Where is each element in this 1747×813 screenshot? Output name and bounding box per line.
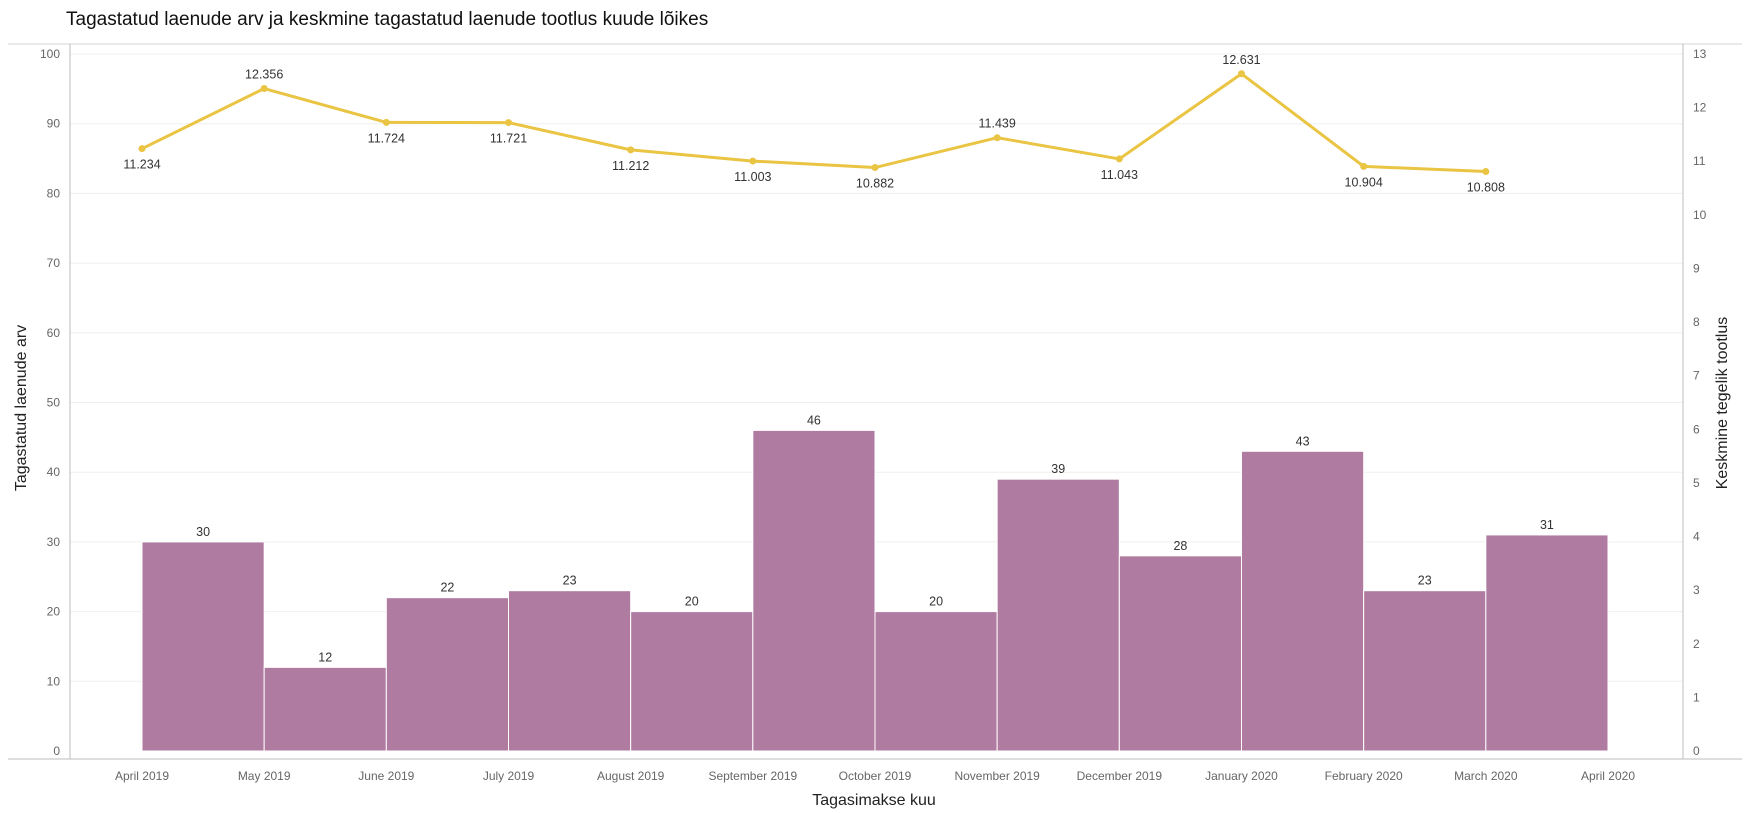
x-tick-label: April 2019 <box>115 769 169 783</box>
bar-data-label: 23 <box>1418 574 1432 588</box>
left-tick-label: 50 <box>47 396 61 410</box>
line-point <box>749 157 757 165</box>
line-point <box>1360 162 1368 170</box>
bar <box>874 611 998 752</box>
line-data-label: 11.724 <box>368 131 405 145</box>
chart-title: Tagastatud laenude arv ja keskmine tagas… <box>66 9 709 30</box>
x-tick-label: May 2019 <box>238 769 291 783</box>
bar <box>1485 534 1609 752</box>
line-data-label: 10.808 <box>1467 181 1505 195</box>
bar-data-label: 43 <box>1296 434 1310 448</box>
x-axis-title: Tagasimakse kuu <box>812 792 936 809</box>
line-point <box>1238 70 1245 78</box>
bar-data-label: 39 <box>1051 462 1065 476</box>
right-tick-label: 0 <box>1693 744 1700 758</box>
left-tick-label: 20 <box>47 605 61 619</box>
line-data-label: 11.043 <box>1101 168 1138 182</box>
left-tick-label: 70 <box>47 256 61 270</box>
bar <box>508 590 632 752</box>
left-tick-label: 80 <box>47 186 61 200</box>
line-data-label: 11.212 <box>612 159 649 173</box>
left-axis: 0 10 20 30 40 50 60 70 80 90 100 <box>40 47 60 758</box>
left-tick-label: 100 <box>40 47 60 61</box>
bar-data-label: 28 <box>1173 539 1187 553</box>
right-tick-label: 6 <box>1693 422 1700 436</box>
bar-data-label: 30 <box>196 525 210 539</box>
bar-data-label: 22 <box>440 581 454 595</box>
x-tick-label: March 2020 <box>1454 769 1518 783</box>
grid-lines <box>70 53 1683 682</box>
x-tick-label: August 2019 <box>597 769 665 783</box>
right-tick-label: 13 <box>1693 47 1707 61</box>
right-tick-label: 4 <box>1693 530 1700 544</box>
right-tick-label: 11 <box>1693 154 1706 168</box>
bar-data-label: 31 <box>1540 518 1554 532</box>
right-tick-label: 7 <box>1693 369 1700 383</box>
line-data-label: 12.356 <box>245 68 283 82</box>
bar <box>1241 450 1365 752</box>
x-tick-label: December 2019 <box>1077 769 1163 783</box>
line-data-label: 11.234 <box>123 158 160 172</box>
line-point <box>260 85 268 93</box>
line-path <box>141 72 1486 174</box>
right-tick-label: 1 <box>1693 690 1700 704</box>
right-tick-label: 9 <box>1693 261 1700 275</box>
right-tick-label: 5 <box>1693 476 1700 490</box>
right-axis-title: Keskmine tegelik tootlus <box>1714 317 1731 490</box>
line-point <box>138 145 146 153</box>
bar-data-label: 20 <box>929 595 943 609</box>
line-data-label: 11.439 <box>979 117 1016 131</box>
x-tick-label: September 2019 <box>708 769 797 783</box>
right-tick-label: 12 <box>1693 101 1707 115</box>
line-series: 11.234 12.356 11.724 11.721 11.212 11.003 10.8… <box>123 53 1505 195</box>
x-tick-label: November 2019 <box>954 769 1040 783</box>
line-point <box>1115 155 1123 163</box>
x-tick-label: July 2019 <box>483 769 535 783</box>
bar-series: 30 12 22 23 20 46 20 39 28 43 23 31 <box>141 413 1609 752</box>
line-point <box>871 164 879 172</box>
x-tick-label: January 2020 <box>1205 769 1278 783</box>
bar <box>752 429 876 752</box>
left-tick-label: 40 <box>47 465 61 479</box>
line-data-label: 11.721 <box>490 132 527 146</box>
bar-data-label: 46 <box>807 413 821 427</box>
line-data-label: 10.882 <box>856 177 894 191</box>
line-point <box>1482 168 1490 176</box>
left-tick-label: 0 <box>53 744 60 758</box>
line-data-label: 10.904 <box>1345 175 1383 189</box>
bar <box>385 597 510 752</box>
right-tick-label: 10 <box>1693 208 1707 222</box>
left-tick-label: 60 <box>47 326 61 340</box>
x-tick-label: October 2019 <box>839 769 912 783</box>
bar <box>630 611 754 752</box>
bar <box>1118 555 1243 752</box>
plot-frame <box>8 43 1742 760</box>
left-tick-label: 90 <box>47 117 61 131</box>
right-tick-label: 3 <box>1693 583 1700 597</box>
line-point <box>505 119 512 127</box>
bar <box>263 666 387 752</box>
line-point <box>627 146 635 154</box>
x-axis: April 2019 May 2019 June 2019 July 2019 Augu… <box>115 769 1635 783</box>
line-point <box>993 134 1001 142</box>
line-data-label: 11.003 <box>734 170 771 184</box>
x-tick-label: April 2020 <box>1581 769 1635 783</box>
line-data-label: 12.631 <box>1222 53 1260 67</box>
bar-data-label: 20 <box>685 595 699 609</box>
x-tick-label: February 2020 <box>1325 769 1403 783</box>
bar <box>141 541 265 752</box>
right-tick-label: 2 <box>1693 637 1700 651</box>
right-tick-label: 8 <box>1693 315 1700 329</box>
bar-data-label: 23 <box>563 574 577 588</box>
bar-data-label: 12 <box>318 650 332 664</box>
left-axis-title: Tagastatud laenude arv <box>13 325 30 491</box>
line-point <box>382 118 390 126</box>
bar <box>1363 590 1487 752</box>
left-tick-label: 30 <box>47 535 61 549</box>
x-tick-label: June 2019 <box>358 769 414 783</box>
left-tick-label: 10 <box>47 674 61 688</box>
bar <box>996 478 1120 752</box>
